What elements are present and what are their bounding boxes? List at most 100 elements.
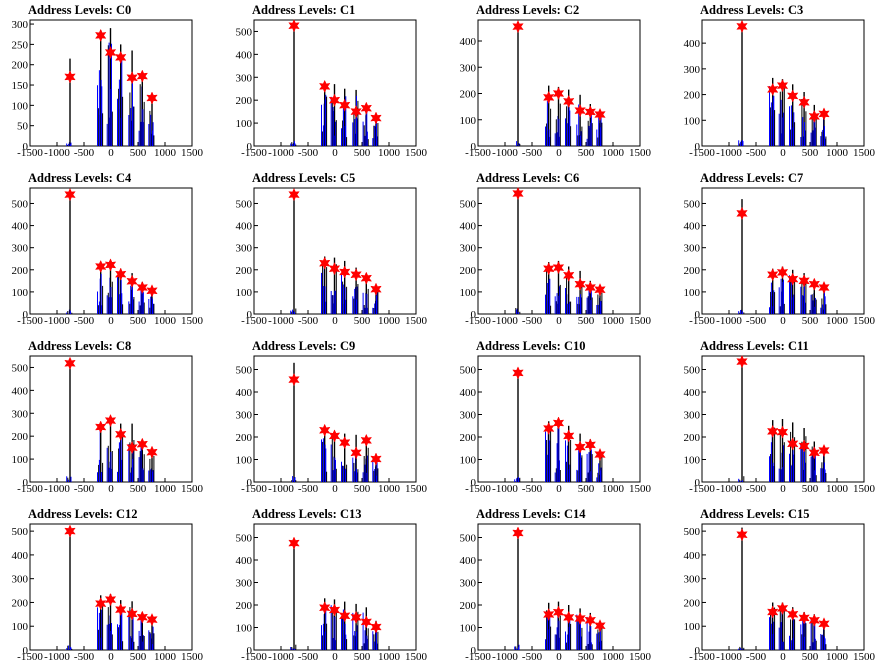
histogram-peak [586,439,593,482]
peak-marker [776,265,789,280]
peak-marker [146,284,158,298]
y-tick-label: 0 [471,477,477,489]
x-tick-label: -1000 [268,315,294,327]
histogram-panel: Address Levels: C9 0 100 200 300 400 500 -1500-… [224,336,448,504]
x-tick-label: -1500 [241,651,267,663]
peak-marker [350,446,362,460]
histogram-chart: Address Levels: C13 0 100 200 300 400 500 -1500… [236,507,428,663]
peak-marker [798,274,810,288]
histogram-chart: Address Levels: C80100200300400500-1500-… [12,339,204,495]
x-tick-label: -1000 [716,651,742,663]
x-tick-label: -500 [522,315,543,327]
peak-marker [552,605,565,619]
histogram-peak [117,423,124,482]
peak-marker [798,95,810,109]
peak-marker [542,262,555,276]
y-tick-label: 100 [236,287,253,299]
histogram-peak [97,30,104,146]
y-tick-label: 100 [236,118,253,130]
peak-marker [338,265,351,279]
peak-marker [818,443,830,458]
histogram-panel: Address Levels: C1 0 100 200 300 400 500 -1500-… [224,0,448,168]
x-tick-label: 500 [802,483,819,495]
y-tick-label: 300 [460,410,477,422]
peak-marker [574,277,586,291]
peak-marker [114,427,127,441]
x-tick-label: 1000 [826,315,849,327]
x-tick-label: 0 [556,147,562,159]
y-tick-label: 500 [236,533,253,545]
y-tick-label: 400 [12,385,29,397]
x-tick-label: 1500 [629,315,652,327]
peak-marker [350,610,362,625]
histogram-peak [341,88,348,146]
histogram-chart: Address Levels: C10100200300400500-1500-… [236,3,428,159]
histogram-peak [820,622,827,650]
histogram-panel: Address Levels: C13 0 100 200 300 400 500 -1500… [224,504,448,672]
histogram-peak [66,528,73,650]
histogram-peak [515,193,521,314]
histogram-peak [128,601,135,650]
peak-marker [288,372,300,387]
histogram-panel: Address Levels: C3 0 100 200 300 400 -1500 -100… [672,0,896,168]
peak-marker [594,283,606,297]
histogram-peak [97,595,104,650]
histogram-peak [738,358,745,482]
x-tick-label: 500 [578,651,595,663]
y-tick-label: 400 [236,221,253,233]
y-tick-label: 500 [684,198,701,210]
histogram-peak [352,89,359,146]
x-tick-label: 1000 [826,147,849,159]
y-tick-label: 100 [684,287,701,299]
y-tick-label: 300 [236,243,253,255]
y-tick-label: 500 [236,198,253,210]
x-tick-label: -1500 [465,315,491,327]
peak-marker [562,268,575,282]
y-tick-label: 200 [236,600,253,612]
x-tick-label: 1000 [154,315,177,327]
x-tick-label: -500 [746,315,767,327]
y-tick-label: 500 [12,198,29,210]
x-tick-label: -500 [746,651,767,663]
y-tick-label: 100 [12,621,29,633]
x-tick-label: -1500 [241,147,267,159]
x-tick-label: 0 [108,483,114,495]
y-tick-label: 500 [460,533,477,545]
histogram-panel: Address Levels: C12 0 100 200 300 400 500 -1500… [0,504,224,672]
y-tick-label: 200 [12,431,29,443]
y-tick-label: 100 [236,623,253,635]
x-tick-label: 0 [780,147,786,159]
y-tick-label: 0 [471,645,477,657]
peak-marker [776,425,789,439]
x-tick-label: 500 [130,651,147,663]
histogram-peak [290,195,297,314]
peak-marker [736,206,748,221]
x-tick-label: 500 [802,651,819,663]
x-tick-label: -1000 [44,315,70,327]
x-tick-label: 1500 [181,315,204,327]
peak-marker [126,607,138,621]
histogram-panel: Address Levels: C15 0 100 200 300 400 500 -1500… [672,504,896,672]
y-tick-label: 400 [460,387,477,399]
peak-marker [126,71,138,85]
histogram-peak [576,94,583,146]
histogram-peak [138,72,145,146]
peak-marker [786,89,799,103]
x-tick-label: 0 [780,483,786,495]
histogram-peak [514,29,521,146]
y-tick-label: 200 [12,265,29,277]
x-tick-label: -1000 [268,651,294,663]
peak-marker [786,437,799,451]
peak-marker [146,445,158,459]
peak-marker [766,268,779,282]
peak-marker [512,526,524,540]
y-tick-label: 100 [12,454,29,466]
x-tick-label: -1000 [492,315,518,327]
x-tick-label: -1500 [17,651,43,663]
histogram-peak [106,28,113,146]
y-tick-label: 200 [236,265,253,277]
histogram-chart: Address Levels: C0 0 50 100 150 200 250 300 -150… [12,3,204,159]
histogram-panel: Address Levels: C0 0 50 100 150 200 250 300 -150… [0,0,224,168]
y-tick-label: 0 [695,645,701,657]
x-tick-label: 1500 [853,651,876,663]
